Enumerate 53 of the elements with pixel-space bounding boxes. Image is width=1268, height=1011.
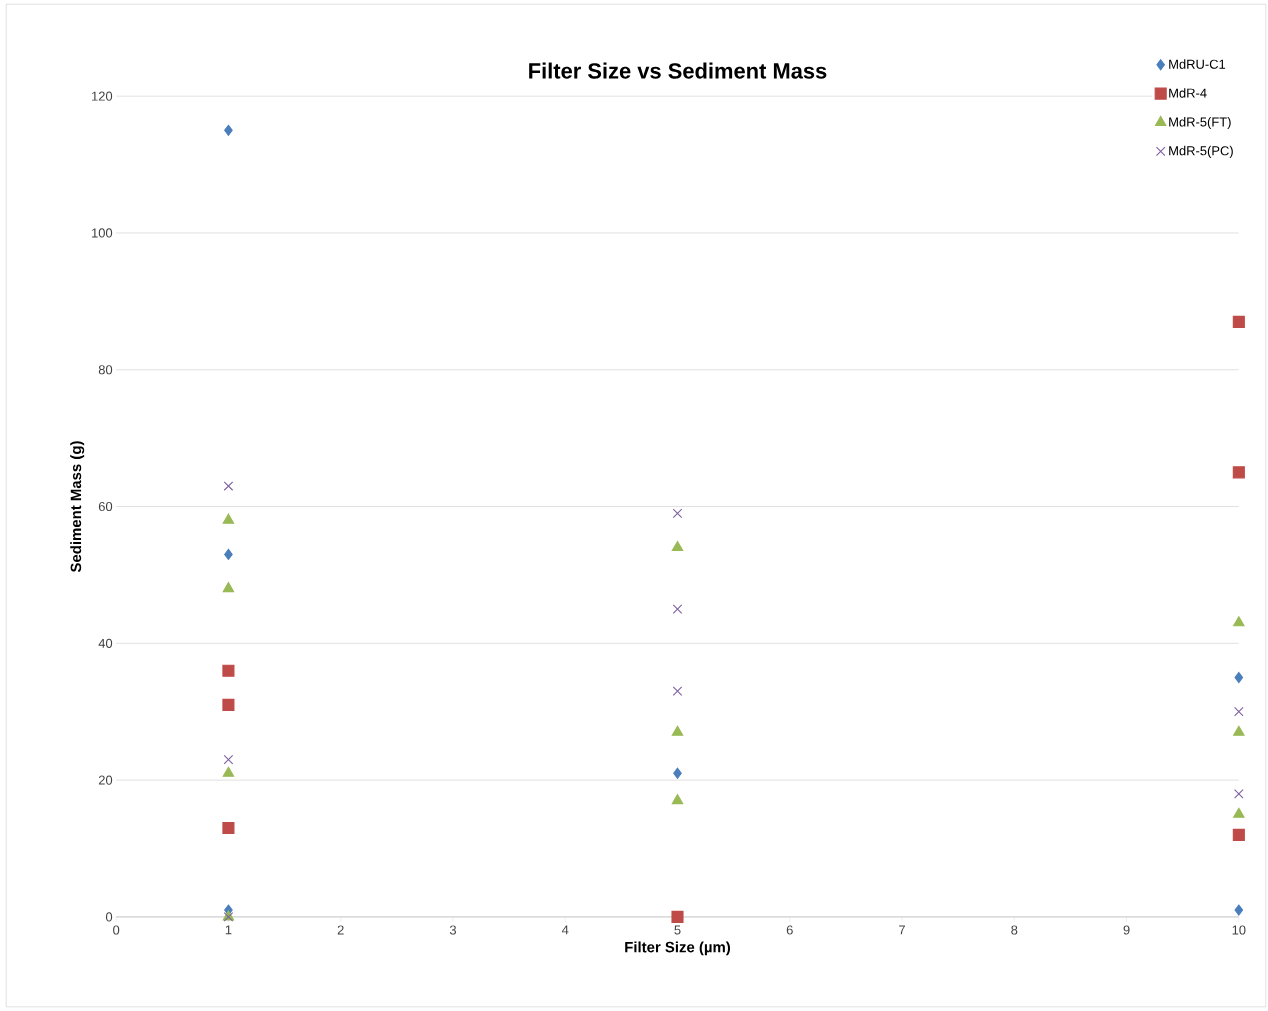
x-tick-label: 5 [674, 925, 681, 935]
y-tick-label: 120 [92, 91, 113, 101]
legend-label: MdR-5(PC) [1169, 145, 1233, 158]
point [1233, 807, 1245, 818]
point [222, 698, 235, 711]
x-tick-label: 1 [225, 925, 232, 935]
x-tick-label: 10 [1232, 925, 1246, 935]
x-tick-label: 2 [337, 925, 344, 935]
point [222, 582, 235, 593]
point [222, 821, 235, 835]
point [671, 540, 684, 552]
point [1232, 466, 1245, 479]
point [671, 794, 684, 805]
point [672, 508, 683, 519]
x-tick-label: 6 [786, 925, 793, 935]
point [1234, 904, 1244, 916]
x-tick-label: 0 [113, 925, 120, 935]
x-tick-label: 8 [1011, 925, 1018, 935]
point [1234, 706, 1244, 717]
legend-label: MdRU-C1 [1169, 59, 1226, 69]
x-tick-label: 9 [1123, 925, 1130, 935]
y-axis-title: Sediment Mass (g) [70, 441, 85, 573]
point [672, 604, 683, 614]
chart-title: Filter Size vs Sediment Mass [529, 62, 827, 79]
point [671, 910, 684, 923]
y-tick-label: 20 [98, 775, 113, 785]
point [1233, 616, 1245, 627]
point [1232, 828, 1245, 841]
point [223, 754, 234, 765]
legend-label: MdR-4 [1169, 88, 1207, 98]
point [1232, 315, 1245, 328]
x-axis-title: Filter Size (µm) [625, 941, 731, 956]
x-tick-label: 7 [899, 925, 905, 935]
legend-label: MdR-5(FT) [1169, 116, 1231, 130]
point [223, 481, 234, 491]
point [222, 513, 235, 524]
point [1234, 788, 1244, 799]
point [224, 548, 233, 560]
x-tick-label: 4 [561, 925, 569, 935]
y-tick-label: 80 [98, 365, 113, 375]
point [1233, 725, 1245, 736]
y-tick-label: 100 [92, 228, 113, 238]
point [222, 766, 235, 777]
point [1234, 671, 1244, 684]
x-tick-label: 3 [449, 925, 456, 935]
point [222, 664, 235, 677]
y-tick-label: 40 [98, 638, 113, 648]
point [672, 686, 683, 696]
point [673, 767, 682, 779]
y-tick-label: 60 [98, 501, 113, 512]
y-tick-label: 0 [105, 912, 113, 922]
point [671, 725, 684, 736]
point [224, 124, 233, 136]
